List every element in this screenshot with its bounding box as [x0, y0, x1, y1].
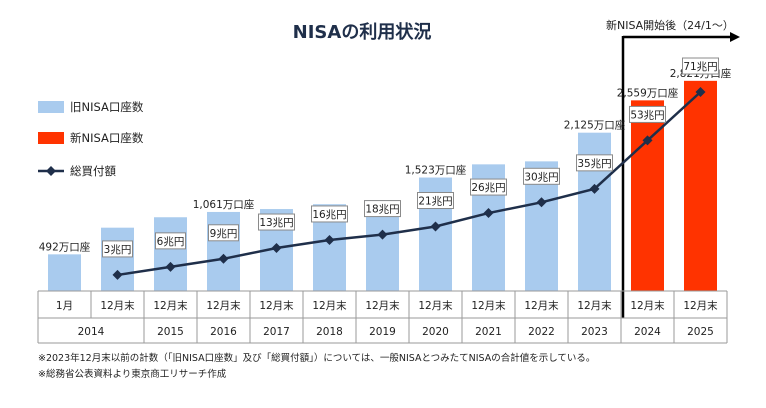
x-tick-month: 12月末: [259, 299, 294, 312]
x-tick-month: 12月末: [153, 299, 188, 312]
total-value-label: 13兆円: [259, 217, 293, 229]
x-tick-year: 2024: [634, 326, 661, 338]
total-label-box: [311, 205, 348, 223]
bar-value-label: 1,523万口座: [405, 164, 467, 177]
footnote-2: ※総務省公表資料より東京商工リサーチ作成: [38, 369, 227, 380]
total-value-label: 26兆円: [471, 182, 505, 194]
x-tick-year: 2014: [78, 326, 105, 338]
total-purchase-marker: [483, 208, 494, 219]
legend-swatch-old-nisa: [38, 101, 64, 113]
bar-old-nisa: [101, 227, 134, 291]
x-tick-year: 2025: [687, 326, 714, 338]
total-purchase-marker: [324, 234, 335, 245]
footnote-1: ※2023年12月末以前の計数（「旧NISA口座数」及び「総買付額」）については…: [38, 353, 596, 364]
x-tick-year: 2019: [369, 326, 396, 338]
bar-new-nisa: [684, 80, 717, 291]
total-label-box: [576, 154, 613, 172]
total-value-label: 30兆円: [524, 171, 558, 183]
x-tick-month: 12月末: [577, 299, 612, 312]
x-tick-month: 1月: [56, 300, 73, 312]
total-label-box: [155, 232, 186, 250]
bar-value-label: 492万口座: [39, 240, 91, 253]
total-value-label: 16兆円: [312, 209, 346, 221]
legend-swatch-new-nisa: [38, 132, 64, 144]
bar-value-label: 2,559万口座: [617, 86, 679, 99]
total-label-box: [364, 200, 401, 218]
legend-swatch-total-marker: [46, 166, 56, 176]
total-purchase-marker: [589, 183, 600, 194]
x-tick-month: 12月末: [312, 299, 347, 312]
bar-old-nisa: [154, 217, 187, 291]
legend-label-total: 総買付額: [70, 164, 116, 178]
total-label-box: [258, 213, 295, 231]
new-nisa-arrow-head: [730, 32, 740, 42]
total-label-box: [470, 178, 507, 196]
bar-value-label: 2,125万口座: [564, 119, 626, 132]
x-tick-year: 2015: [157, 326, 184, 338]
total-label-box: [523, 167, 560, 185]
total-value-label: 6兆円: [157, 236, 185, 248]
total-label-box: [629, 105, 666, 123]
bar-old-nisa: [48, 254, 81, 291]
footnotes: ※2023年12月末以前の計数（「旧NISA口座数」及び「総買付額」）については…: [38, 351, 595, 383]
chart-title: NISAの利用状況: [293, 21, 432, 43]
legend-label-new-nisa: 新NISA口座数: [70, 131, 144, 145]
x-tick-year: 2022: [528, 326, 555, 338]
bar-new-nisa: [631, 100, 664, 292]
total-purchase-marker: [430, 221, 441, 232]
total-label-box: [682, 57, 719, 75]
total-value-label: 53兆円: [630, 109, 664, 121]
total-purchase-marker: [271, 243, 282, 254]
total-label-box: [417, 192, 454, 210]
total-purchase-marker: [218, 253, 229, 264]
total-purchase-line: [117, 91, 702, 277]
nisa-chart: NISAの利用状況 新NISA開始後（24/1〜） 旧NISA口座数 新NISA…: [37, 18, 740, 344]
total-purchase-marker: [536, 197, 547, 208]
total-purchase-marker: [112, 269, 123, 280]
total-value-label: 9兆円: [210, 228, 238, 240]
total-value-label: 35兆円: [577, 158, 611, 170]
x-tick-year: 2017: [263, 326, 290, 338]
legend-label-old-nisa: 旧NISA口座数: [70, 100, 144, 114]
total-purchase-marker: [695, 87, 706, 98]
total-label-box: [208, 224, 239, 242]
total-purchase-marker: [165, 261, 176, 272]
x-tick-year: 2020: [422, 326, 449, 338]
x-tick-month: 12月末: [630, 299, 665, 312]
total-label-box: [102, 240, 133, 258]
x-tick-month: 12月末: [206, 299, 241, 312]
x-tick-month: 12月末: [471, 299, 506, 312]
bar-old-nisa: [207, 211, 240, 291]
total-value-label: 18兆円: [365, 204, 399, 216]
new-nisa-period-label: 新NISA開始後（24/1〜）: [606, 18, 734, 32]
bar-value-label: 1,061万口座: [193, 198, 255, 211]
x-tick-month: 12月末: [365, 299, 400, 312]
x-tick-year: 2023: [581, 326, 608, 338]
x-tick-year: 2021: [475, 326, 502, 338]
x-tick-month: 12月末: [683, 299, 718, 312]
total-value-label: 21兆円: [418, 196, 452, 208]
x-tick-month: 12月末: [524, 299, 559, 312]
x-tick-year: 2016: [210, 326, 237, 338]
x-tick-month: 12月末: [100, 299, 135, 312]
total-purchase-marker: [377, 229, 388, 240]
x-tick-month: 12月末: [418, 299, 453, 312]
x-tick-year: 2018: [316, 326, 343, 338]
total-value-label: 3兆円: [104, 244, 132, 256]
total-value-label: 71兆円: [683, 61, 717, 73]
total-purchase-marker: [642, 135, 653, 146]
